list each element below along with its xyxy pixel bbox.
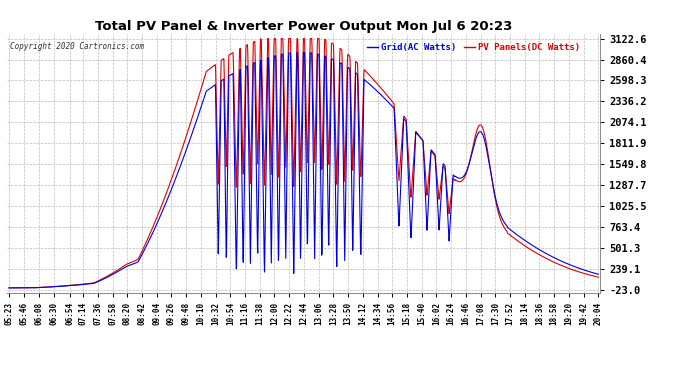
Text: Copyright 2020 Cartronics.com: Copyright 2020 Cartronics.com (10, 42, 144, 51)
Legend: Grid(AC Watts), PV Panels(DC Watts): Grid(AC Watts), PV Panels(DC Watts) (363, 39, 584, 56)
Title: Total PV Panel & Inverter Power Output Mon Jul 6 20:23: Total PV Panel & Inverter Power Output M… (95, 20, 512, 33)
